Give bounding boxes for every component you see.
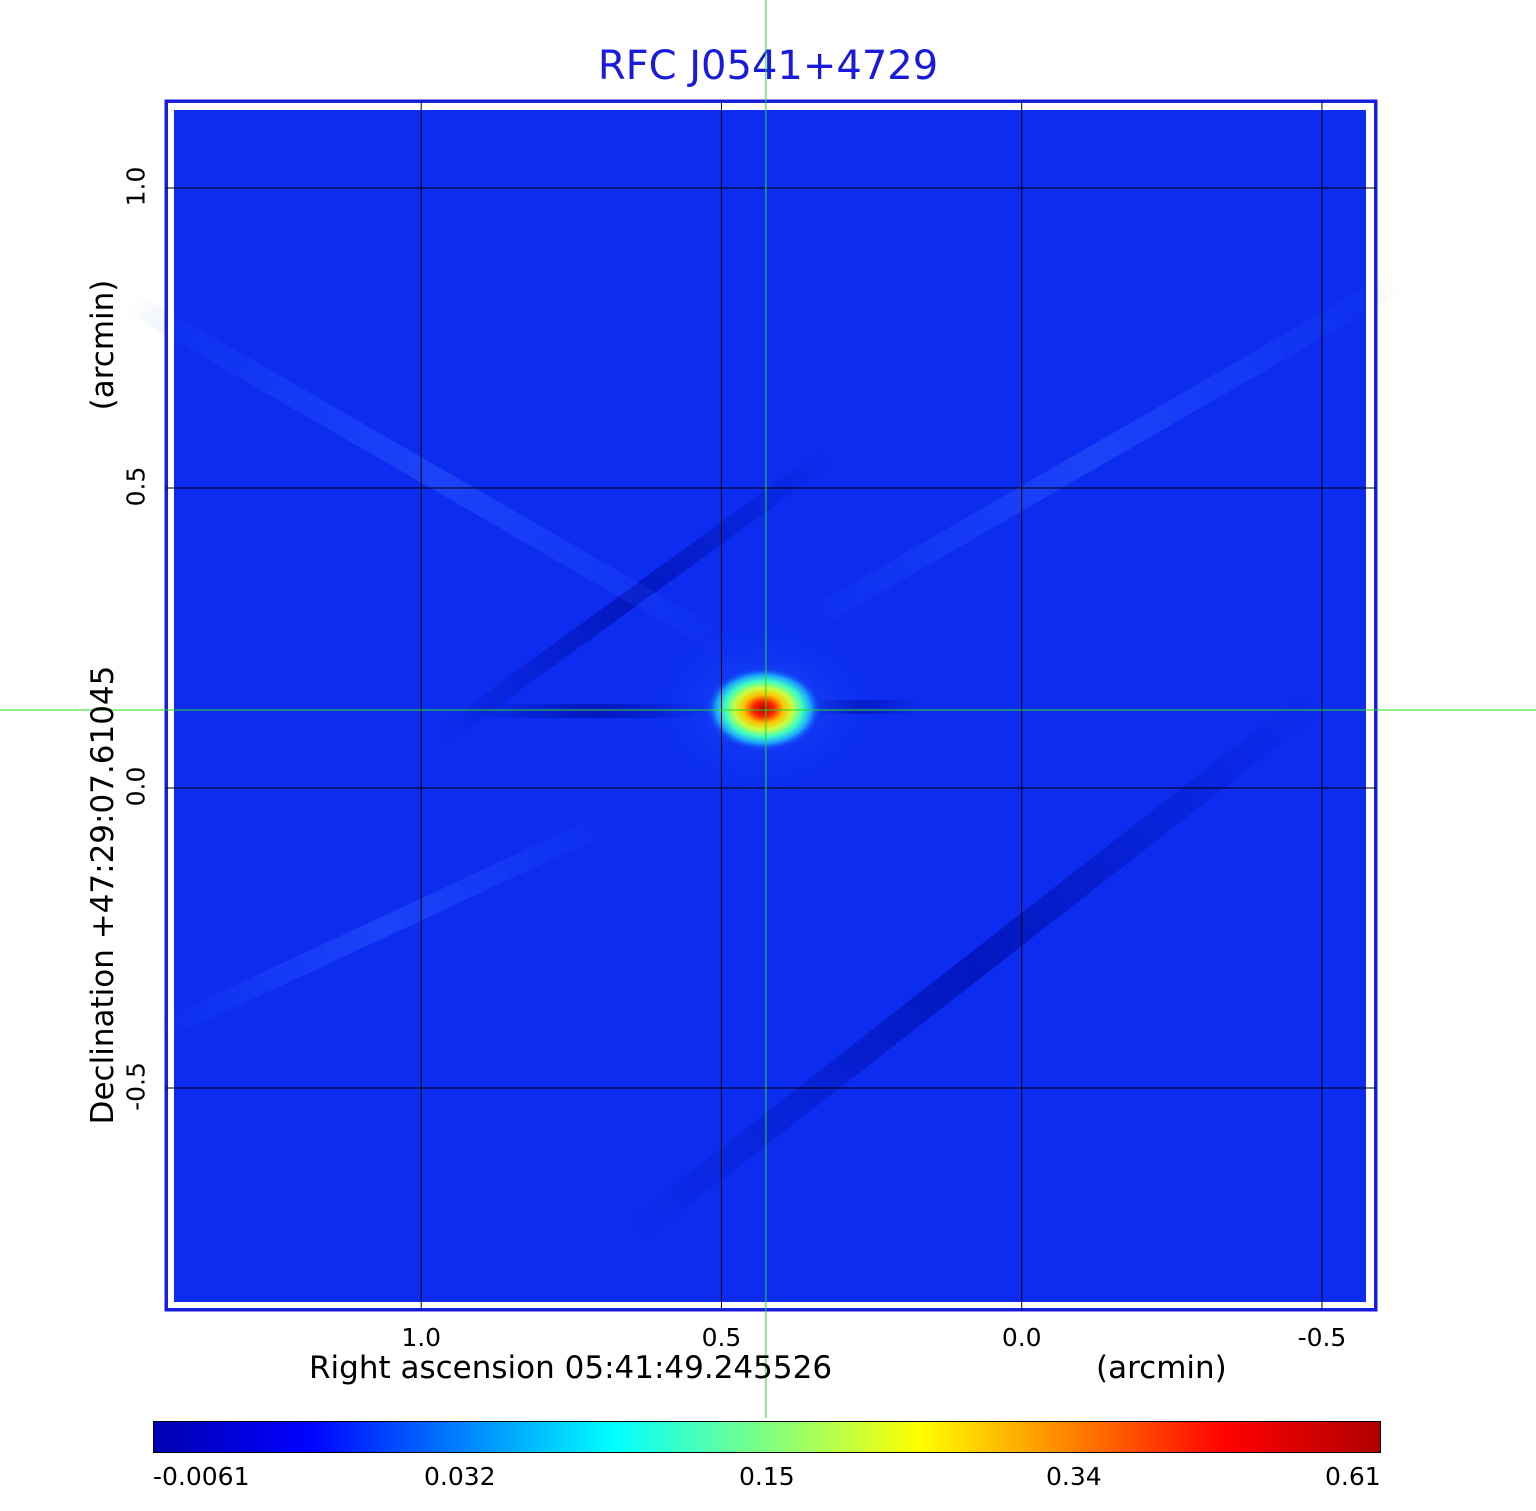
grid-layer	[166, 101, 1376, 1310]
image-layer	[124, 99, 1403, 1312]
sidelobe-streak	[610, 679, 1337, 1255]
colorbar-tick-label: 0.34	[1046, 1462, 1102, 1491]
crosshair	[0, 0, 1536, 1418]
y-tick-label: 1.0	[121, 166, 151, 207]
frame-edge-bottom	[168, 1302, 1374, 1308]
sidelobe-streak	[124, 292, 743, 662]
y-axis-label: Declination +47:29:07.61045	[85, 665, 121, 1125]
colorbar	[153, 1421, 1381, 1453]
plot-frame	[164, 99, 1378, 1312]
x-tick-label: -0.5	[1297, 1323, 1347, 1352]
frame-edge-right	[1366, 103, 1374, 1308]
colorbar-tick-label: 0.15	[739, 1462, 795, 1491]
x-axis-label: Right ascension 05:41:49.245526	[309, 1350, 833, 1386]
colorbar-tick-label: 0.61	[1325, 1462, 1381, 1491]
sidelobe-streak	[784, 272, 1403, 642]
chart-title: RFC J0541+4729	[597, 43, 939, 89]
frame-edge-left	[168, 103, 174, 1308]
sidelobe-streak	[152, 812, 615, 1042]
colorbar-tick-label: 0.032	[424, 1462, 496, 1491]
x-tick-label: 1.0	[401, 1323, 442, 1352]
y-tick-label: 0.0	[121, 766, 151, 807]
x-tick-label: 0.0	[1001, 1323, 1042, 1352]
y-tick-label: 0.5	[121, 466, 151, 507]
x-axis-unit: (arcmin)	[1096, 1350, 1227, 1386]
colorbar-tick-label: -0.0061	[153, 1462, 250, 1491]
source-peak	[705, 667, 822, 751]
y-axis-unit: (arcmin)	[85, 279, 121, 411]
y-tick-label: -0.5	[121, 1062, 151, 1111]
x-tick-label: 0.5	[701, 1323, 742, 1352]
frame-edge-top	[168, 103, 1374, 110]
